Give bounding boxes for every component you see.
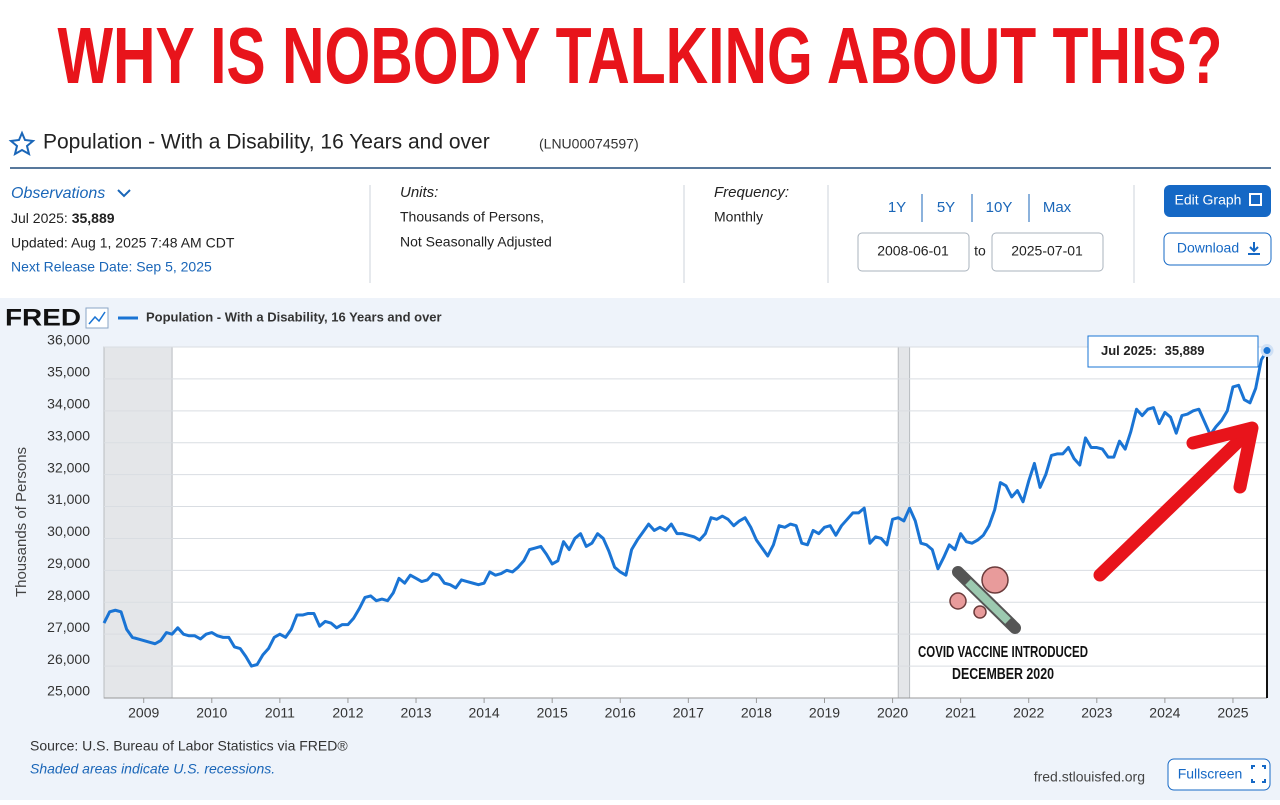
range-button[interactable]: 10Y xyxy=(986,199,1013,216)
y-tick-label: 31,000 xyxy=(47,491,90,507)
logo-icon-line xyxy=(88,311,106,325)
latest-value: 35,889 xyxy=(72,210,115,226)
x-tick-label: 2020 xyxy=(877,705,908,721)
legend-label: Population - With a Disability, 16 Years… xyxy=(146,309,442,324)
fullscreen-label: Fullscreen xyxy=(1178,766,1243,782)
y-tick-label: 26,000 xyxy=(47,651,90,667)
download-button[interactable] xyxy=(1163,232,1272,266)
x-tick-label: 2025 xyxy=(1217,705,1248,721)
tooltip-value: 35,889 xyxy=(1165,343,1205,358)
edit-icon xyxy=(1249,193,1262,206)
download-icon xyxy=(1248,242,1260,255)
x-tick-label: 2009 xyxy=(128,705,159,721)
x-tick-label: 2021 xyxy=(945,705,976,721)
arrow-head xyxy=(1186,421,1259,494)
latest-date: Jul 2025: xyxy=(11,210,68,226)
x-tick-label: 2011 xyxy=(265,705,295,721)
annotation: COVID VACCINE INTRODUCED xyxy=(918,644,1088,661)
x-tick-label: 2013 xyxy=(400,705,431,721)
chevron xyxy=(117,189,131,198)
y-tick-label: 30,000 xyxy=(47,523,90,539)
recessions-note: Shaded areas indicate U.S. recessions. xyxy=(30,761,275,777)
arrow-shaft xyxy=(1093,428,1252,582)
recession-shade xyxy=(897,346,911,699)
y-tick-label: 36,000 xyxy=(47,332,90,348)
virus xyxy=(949,592,967,610)
x-tick-label: 2022 xyxy=(1013,705,1044,721)
headline: WHY IS NOBODY TALKING ABOUT THIS? xyxy=(58,11,1223,100)
source: Source: U.S. Bureau of Labor Statistics … xyxy=(30,738,348,754)
fullscreen-icon xyxy=(1251,765,1266,783)
y-tick-label: 27,000 xyxy=(47,619,90,635)
y-tick-label: 34,000 xyxy=(47,396,90,412)
y-tick-label: 25,000 xyxy=(47,683,90,699)
virus xyxy=(973,605,987,619)
range-button[interactable]: 1Y xyxy=(888,199,906,216)
range-button[interactable]: Max xyxy=(1043,199,1072,216)
observations-toggle[interactable]: Observations xyxy=(11,185,105,202)
range-to: to xyxy=(974,243,986,259)
data-line xyxy=(102,349,1269,668)
start-date: 2008-06-01 xyxy=(877,243,949,259)
syringe-fill xyxy=(965,579,1011,624)
x-tick-label: 2014 xyxy=(469,705,500,721)
y-tick-label: 33,000 xyxy=(47,427,90,443)
y-tick-label: 29,000 xyxy=(47,555,90,571)
y-tick-label: 35,000 xyxy=(47,364,90,380)
site[interactable]: fred.stlouisfed.org xyxy=(1034,769,1145,785)
frequency-label: Frequency: xyxy=(714,184,789,201)
range-button[interactable]: 5Y xyxy=(937,199,955,216)
y-tick-label: 28,000 xyxy=(47,587,90,603)
hover-point xyxy=(1260,344,1274,358)
favorite-star[interactable] xyxy=(8,130,36,157)
annotation: DECEMBER 2020 xyxy=(952,666,1054,683)
x-tick-label: 2015 xyxy=(537,705,568,721)
frequency-value: Monthly xyxy=(714,209,763,225)
virus xyxy=(981,566,1009,594)
x-tick-label: 2018 xyxy=(741,705,772,721)
end-date-input[interactable] xyxy=(991,232,1104,272)
tooltip-label: Jul 2025: xyxy=(1101,343,1157,358)
end-date: 2025-07-01 xyxy=(1011,243,1083,259)
tooltip: Jul 2025: 35,889 xyxy=(1101,343,1204,358)
edit-graph-button[interactable] xyxy=(1164,185,1271,217)
fullscreen-button[interactable] xyxy=(1167,758,1271,791)
series-id: (LNU00074597) xyxy=(539,136,639,152)
series-title: Population - With a Disability, 16 Years… xyxy=(43,131,490,154)
download-label: Download xyxy=(1177,240,1239,256)
x-tick-label: 2016 xyxy=(605,705,636,721)
plot-area xyxy=(104,347,1267,698)
edit-graph-label: Edit Graph xyxy=(1175,192,1242,208)
latest-observation: Jul 2025: 35,889 xyxy=(11,210,115,226)
next-release[interactable]: Next Release Date: Sep 5, 2025 xyxy=(11,259,212,275)
start-date-input[interactable] xyxy=(857,232,970,272)
units-label: Units: xyxy=(400,184,438,201)
recession-shade xyxy=(103,346,173,699)
tooltip-box xyxy=(1087,335,1259,368)
units-line: Thousands of Persons, xyxy=(400,209,544,225)
x-tick-label: 2010 xyxy=(196,705,227,721)
y-tick-label: 32,000 xyxy=(47,459,90,475)
fred-logo: FRED xyxy=(5,304,81,331)
x-tick-label: 2017 xyxy=(673,705,704,721)
y-axis-label: Thousands of Persons xyxy=(13,447,30,597)
x-tick-label: 2023 xyxy=(1081,705,1112,721)
x-tick-label: 2019 xyxy=(809,705,840,721)
units-line: Not Seasonally Adjusted xyxy=(400,234,552,250)
x-tick-label: 2024 xyxy=(1149,705,1180,721)
x-tick-label: 2012 xyxy=(332,705,363,721)
updated: Updated: Aug 1, 2025 7:48 AM CDT xyxy=(11,235,235,251)
